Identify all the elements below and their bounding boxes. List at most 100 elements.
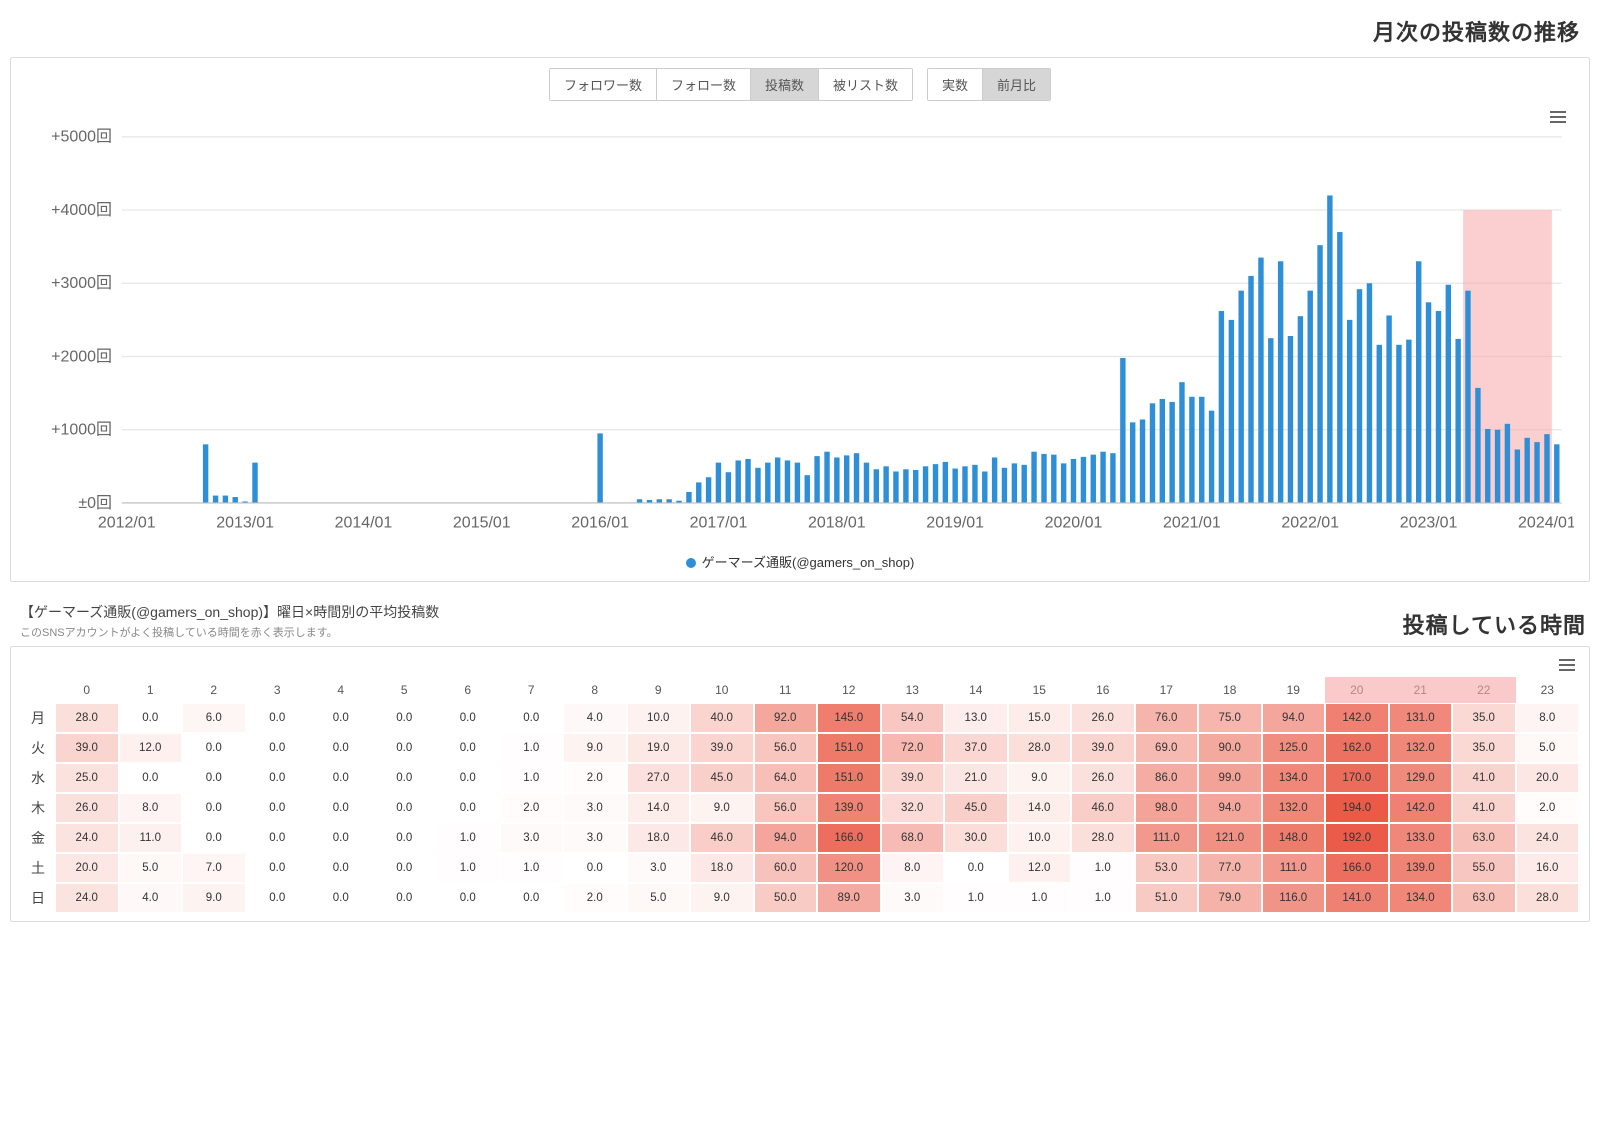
heatmap-hour-23: 23	[1516, 677, 1580, 703]
heatmap-hour-18: 18	[1198, 677, 1262, 703]
heatmap-cell: 0.0	[500, 883, 564, 913]
heatmap-cell: 1.0	[500, 733, 564, 763]
heatmap-cell: 75.0	[1198, 703, 1262, 733]
heatmap-cell: 46.0	[690, 823, 754, 853]
mode-button-0[interactable]: 実数	[928, 69, 983, 100]
svg-text:2021/01: 2021/01	[1163, 515, 1221, 532]
svg-text:2023/01: 2023/01	[1400, 515, 1458, 532]
heatmap-cell: 24.0	[55, 883, 119, 913]
heatmap-hour-14: 14	[944, 677, 1008, 703]
heatmap-row: 土20.05.07.00.00.00.01.01.00.03.018.060.0…	[21, 853, 1579, 883]
heatmap-day-2: 水	[21, 763, 55, 793]
metric-button-0[interactable]: フォロワー数	[550, 69, 657, 100]
heatmap-cell: 1.0	[944, 883, 1008, 913]
heatmap-cell: 0.0	[182, 733, 246, 763]
heatmap-cell: 28.0	[1071, 823, 1135, 853]
heatmap-cell: 0.0	[944, 853, 1008, 883]
heatmap-cell: 9.0	[690, 793, 754, 823]
heatmap-cell: 77.0	[1198, 853, 1262, 883]
heatmap-cell: 39.0	[55, 733, 119, 763]
heatmap-cell: 41.0	[1452, 793, 1516, 823]
metric-button-3[interactable]: 被リスト数	[819, 69, 912, 100]
heatmap-cell: 9.0	[182, 883, 246, 913]
heatmap-cell: 0.0	[246, 703, 310, 733]
metric-button-2[interactable]: 投稿数	[751, 69, 819, 100]
heatmap-hour-15: 15	[1008, 677, 1072, 703]
heatmap-cell: 0.0	[246, 853, 310, 883]
heatmap-cell: 20.0	[55, 853, 119, 883]
heatmap-cell: 1.0	[436, 823, 500, 853]
svg-text:2019/01: 2019/01	[926, 515, 984, 532]
heatmap-cell: 0.0	[436, 703, 500, 733]
heatmap-cell: 3.0	[563, 823, 627, 853]
heatmap-cell: 1.0	[1008, 883, 1072, 913]
heatmap-cell: 141.0	[1325, 883, 1389, 913]
svg-text:2022/01: 2022/01	[1281, 515, 1339, 532]
heatmap-cell: 0.0	[373, 823, 437, 853]
heatmap-cell: 0.0	[309, 823, 373, 853]
heatmap-cell: 9.0	[1008, 763, 1072, 793]
heatmap-cell: 24.0	[1516, 823, 1580, 853]
section2-subheader: 【ゲーマーズ通販(@gamers_on_shop)】曜日×時間別の平均投稿数 こ…	[20, 602, 439, 640]
heatmap-cell: 19.0	[627, 733, 691, 763]
heatmap-cell: 16.0	[1516, 853, 1580, 883]
svg-text:+1000回: +1000回	[51, 422, 112, 439]
svg-text:+3000回: +3000回	[51, 275, 112, 292]
heatmap-cell: 26.0	[1071, 763, 1135, 793]
heatmap-cell: 27.0	[627, 763, 691, 793]
heatmap-cell: 0.0	[436, 763, 500, 793]
heatmap-cell: 0.0	[246, 793, 310, 823]
metric-button-1[interactable]: フォロー数	[657, 69, 751, 100]
bar-chart-panel: フォロワー数フォロー数投稿数被リスト数 実数前月比 +5000回+4000回+3…	[10, 57, 1590, 582]
heatmap-cell: 51.0	[1135, 883, 1199, 913]
heatmap-cell: 1.0	[436, 853, 500, 883]
heatmap-cell: 18.0	[690, 853, 754, 883]
heatmap-menu-icon[interactable]	[1555, 655, 1579, 675]
heatmap-hour-4: 4	[309, 677, 373, 703]
heatmap-hour-3: 3	[246, 677, 310, 703]
heatmap-cell: 63.0	[1452, 823, 1516, 853]
mode-button-1[interactable]: 前月比	[983, 69, 1050, 100]
heatmap-cell: 35.0	[1452, 733, 1516, 763]
heatmap-cell: 2.0	[500, 793, 564, 823]
heatmap-cell: 1.0	[500, 853, 564, 883]
heatmap-cell: 0.0	[373, 703, 437, 733]
heatmap-row: 日24.04.09.00.00.00.00.00.02.05.09.050.08…	[21, 883, 1579, 913]
heatmap-cell: 94.0	[1262, 703, 1326, 733]
heatmap-cell: 166.0	[1325, 853, 1389, 883]
heatmap-cell: 76.0	[1135, 703, 1199, 733]
chart-menu-icon[interactable]	[1546, 107, 1570, 127]
heatmap-cell: 139.0	[1389, 853, 1453, 883]
section1-title: 月次の投稿数の推移	[10, 15, 1580, 47]
heatmap-cell: 20.0	[1516, 763, 1580, 793]
heatmap-cell: 40.0	[690, 703, 754, 733]
heatmap-header-highlight	[1325, 677, 1516, 703]
heatmap-cell: 79.0	[1198, 883, 1262, 913]
mode-button-group: 実数前月比	[927, 68, 1051, 101]
heatmap-cell: 14.0	[1008, 793, 1072, 823]
heatmap-cell: 0.0	[563, 853, 627, 883]
heatmap-panel: 01234567891011121314151617181920212223月2…	[10, 646, 1590, 922]
heatmap-cell: 45.0	[690, 763, 754, 793]
heatmap-cell: 68.0	[881, 823, 945, 853]
heatmap-cell: 94.0	[754, 823, 818, 853]
heatmap-cell: 39.0	[881, 763, 945, 793]
heatmap-cell: 60.0	[754, 853, 818, 883]
heatmap-cell: 121.0	[1198, 823, 1262, 853]
heatmap-cell: 0.0	[436, 733, 500, 763]
heatmap-cell: 12.0	[119, 733, 183, 763]
svg-text:2017/01: 2017/01	[690, 515, 748, 532]
heatmap-cell: 56.0	[754, 733, 818, 763]
heatmap-cell: 3.0	[627, 853, 691, 883]
heatmap-cell: 46.0	[1071, 793, 1135, 823]
heatmap-cell: 21.0	[944, 763, 1008, 793]
heatmap-cell: 192.0	[1325, 823, 1389, 853]
heatmap-day-4: 金	[21, 823, 55, 853]
heatmap-day-5: 土	[21, 853, 55, 883]
heatmap-hour-6: 6	[436, 677, 500, 703]
heatmap-cell: 0.0	[119, 763, 183, 793]
heatmap-cell: 111.0	[1262, 853, 1326, 883]
heatmap-hour-13: 13	[881, 677, 945, 703]
heatmap-cell: 18.0	[627, 823, 691, 853]
heatmap-cell: 0.0	[246, 763, 310, 793]
